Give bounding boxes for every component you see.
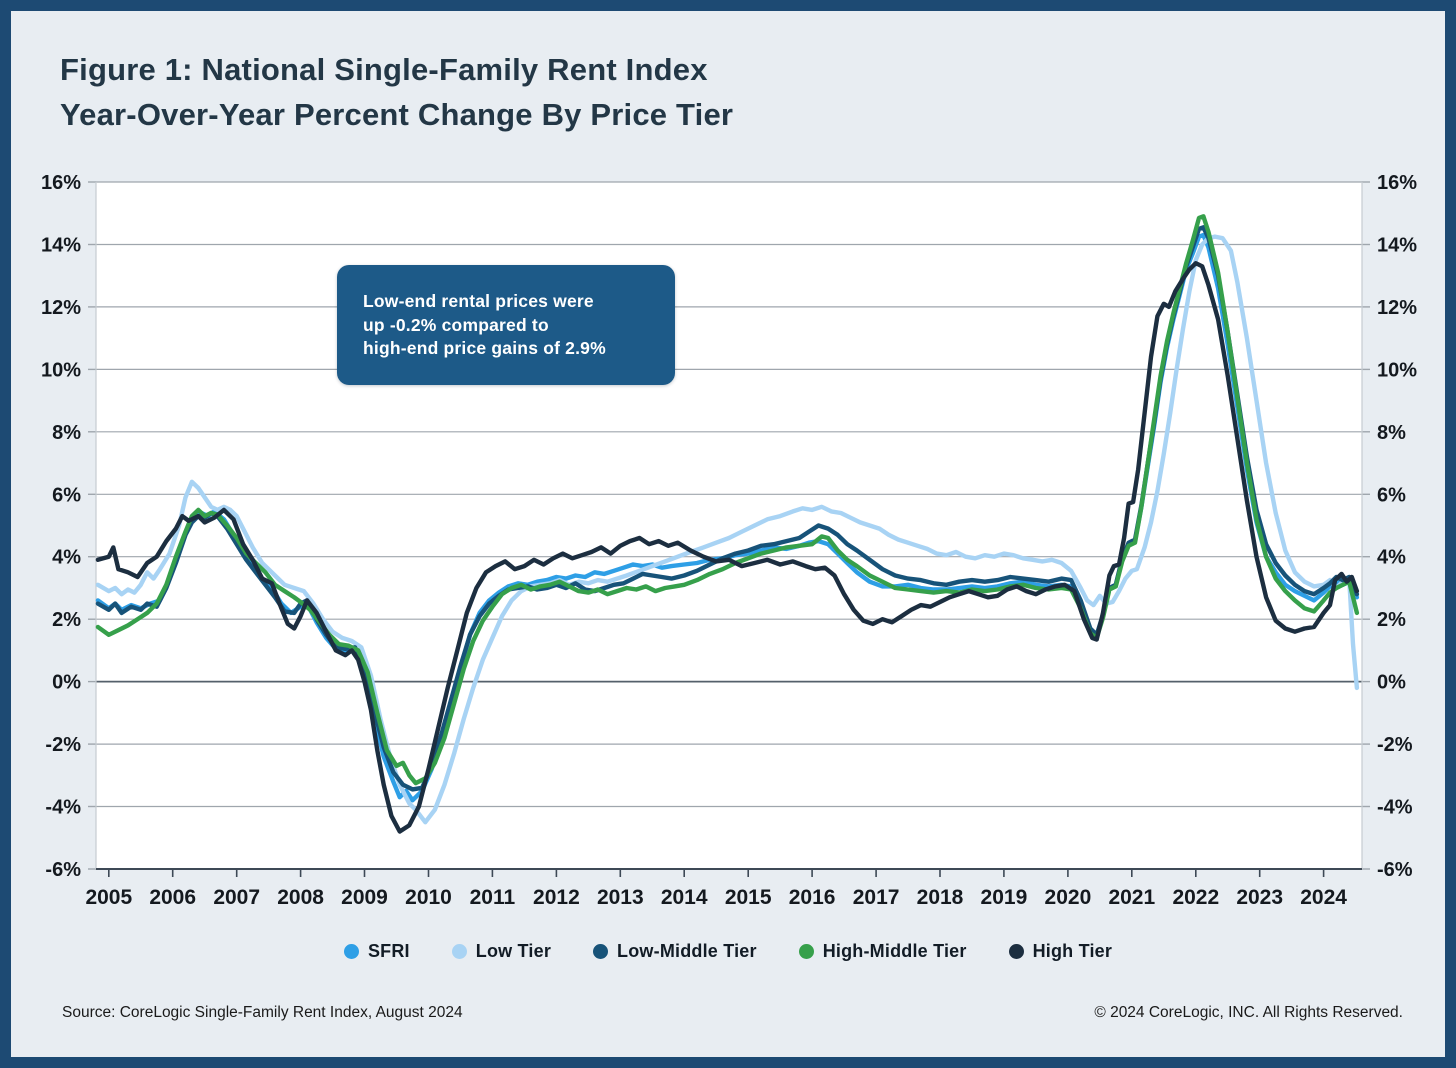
y-axis-label-left: 0% bbox=[52, 672, 81, 694]
legend-dot-icon bbox=[451, 944, 467, 959]
x-axis-label: 2006 bbox=[149, 886, 196, 909]
figure-title-line-1: Figure 1: National Single-Family Rent In… bbox=[60, 52, 708, 87]
y-axis-label-right: 0% bbox=[1377, 672, 1406, 694]
y-axis-label-right: 14% bbox=[1377, 235, 1417, 257]
annotation-callout: Low-end rental prices were up -0.2% comp… bbox=[337, 265, 675, 385]
source-text: Source: CoreLogic Single-Family Rent Ind… bbox=[62, 1004, 463, 1021]
legend-label: Low Tier bbox=[475, 941, 552, 961]
y-axis-label-left: 8% bbox=[52, 422, 81, 444]
annotation-line-1: Low-end rental prices were bbox=[363, 291, 594, 311]
x-axis-label: 2011 bbox=[470, 886, 516, 909]
y-axis-label-right: 6% bbox=[1377, 484, 1406, 506]
annotation-line-3: high-end price gains of 2.9% bbox=[363, 338, 606, 358]
x-axis-label: 2012 bbox=[533, 886, 580, 909]
y-axis-label-right: 4% bbox=[1377, 547, 1406, 569]
rent-index-line-chart: 16% 16% 14% 14% 12% 12% 10% 10% 8% 8% 6% 6% 4% 4% 2% 2%… bbox=[41, 172, 1417, 909]
x-axis-label: 2017 bbox=[853, 886, 900, 909]
annotation-line-2: up -0.2% compared to bbox=[363, 314, 549, 335]
x-axis-label: 2010 bbox=[405, 886, 452, 909]
x-axis-label: 2021 bbox=[1108, 886, 1155, 909]
legend-dot-icon bbox=[343, 944, 359, 959]
plot-area bbox=[96, 182, 1362, 869]
x-axis-label: 2018 bbox=[917, 886, 964, 909]
x-axis-label: 2016 bbox=[789, 886, 836, 909]
x-axis-label: 2022 bbox=[1172, 886, 1219, 909]
series-line-high-middle-tier bbox=[95, 214, 1360, 786]
x-axis-label: 2015 bbox=[725, 886, 772, 909]
legend-label: SFRI bbox=[367, 941, 410, 961]
y-axis-label-left: 14% bbox=[41, 235, 81, 257]
series-line-high-tier bbox=[95, 260, 1360, 834]
y-axis-label-right: -4% bbox=[1377, 797, 1413, 819]
legend-item-low-middle-tier: Low-Middle Tier bbox=[593, 941, 757, 962]
x-axis-label: 2009 bbox=[341, 886, 388, 909]
y-axis-label-right: 2% bbox=[1377, 609, 1406, 631]
y-axis-label-left: 16% bbox=[41, 172, 81, 194]
legend-dot-icon bbox=[593, 944, 609, 959]
legend-dot-icon bbox=[798, 944, 814, 959]
y-axis-label-right: 16% bbox=[1377, 172, 1417, 194]
y-axis-label-left: 4% bbox=[52, 547, 81, 569]
y-axis-label-left: 6% bbox=[52, 484, 81, 506]
y-axis-label-right: 8% bbox=[1377, 422, 1406, 444]
legend-item-low-tier: Low Tier bbox=[451, 941, 552, 962]
x-axis-label: 2020 bbox=[1045, 886, 1092, 909]
x-axis-label: 2005 bbox=[85, 886, 132, 909]
y-axis-label-right: 12% bbox=[1377, 297, 1417, 319]
series-line-low-tier bbox=[95, 234, 1360, 825]
figure-title: Figure 1: National Single-Family Rent In… bbox=[60, 47, 733, 137]
y-axis-label-left: -4% bbox=[45, 797, 81, 819]
legend-label: Low-Middle Tier bbox=[617, 941, 757, 961]
legend-item-sfri: SFRI bbox=[343, 941, 410, 962]
figure-title-line-2: Year-Over-Year Percent Change By Price T… bbox=[60, 97, 734, 132]
legend-item-high-middle-tier: High-Middle Tier bbox=[798, 941, 967, 962]
y-axis-label-left: 2% bbox=[52, 609, 81, 631]
y-axis-label-right: -6% bbox=[1377, 859, 1413, 881]
y-axis-label-left: 10% bbox=[41, 359, 81, 381]
y-axis-label-left: -6% bbox=[45, 859, 81, 881]
x-axis-label: 2024 bbox=[1300, 886, 1347, 909]
x-axis-label: 2013 bbox=[597, 886, 644, 909]
legend-item-high-tier: High Tier bbox=[1008, 941, 1113, 962]
legend-dot-icon bbox=[1008, 944, 1024, 959]
x-axis-label: 2014 bbox=[661, 886, 708, 909]
x-axis-label: 2007 bbox=[213, 886, 260, 909]
y-axis-label-right: 10% bbox=[1377, 359, 1417, 381]
x-axis-label: 2008 bbox=[277, 886, 324, 909]
legend-label: High Tier bbox=[1032, 941, 1113, 961]
y-axis-label-right: -2% bbox=[1377, 734, 1413, 756]
y-axis-label-left: -2% bbox=[45, 734, 81, 756]
copyright-text: © 2024 CoreLogic, INC. All Rights Reserv… bbox=[1094, 1004, 1403, 1021]
x-axis-label: 2023 bbox=[1236, 886, 1283, 909]
y-axis-label-left: 12% bbox=[41, 297, 81, 319]
x-axis-label: 2019 bbox=[981, 886, 1028, 909]
legend-label: High-Middle Tier bbox=[822, 941, 967, 961]
figure-background: 16% 16% 14% 14% 12% 12% 10% 10% 8% 8% 6% 6% 4% 4% 2% 2%… bbox=[11, 11, 1445, 1057]
chart-legend: SFRI Low Tier Low-Middle Tier High-Middle T… bbox=[11, 941, 1445, 962]
